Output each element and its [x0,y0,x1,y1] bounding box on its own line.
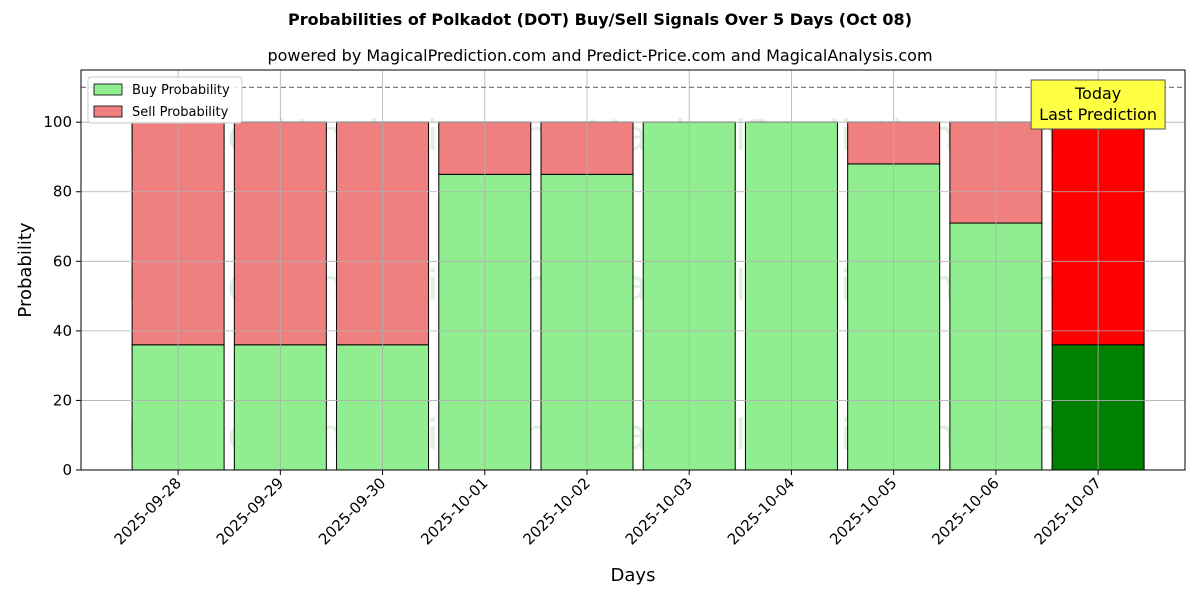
x-tick-label: 2025-10-04 [724,474,798,548]
y-tick-label: 60 [53,252,72,270]
annotation-box [1030,79,1166,130]
legend-box [87,76,243,124]
y-tick-label: 80 [53,183,72,201]
x-tick-label: 2025-10-02 [519,474,593,548]
chart-subtitle: powered by MagicalPrediction.com and Pre… [267,46,933,65]
x-tick-label: 2025-09-29 [213,474,287,548]
y-tick-label: 0 [62,461,72,479]
annotation: Today Last Prediction [1030,79,1166,130]
y-tick-label: 40 [53,322,72,340]
x-axis-label: Days [611,565,656,586]
legend-swatch [93,105,123,118]
x-tick-label: 2025-10-05 [826,474,900,548]
x-tick-label: 2025-10-06 [928,474,1002,548]
x-tick-label: 2025-10-01 [417,474,491,548]
y-tick-label: 100 [43,113,72,131]
annotation-text: Today [1074,84,1121,103]
legend-label: Buy Probability [132,83,230,98]
chart-title: Probabilities of Polkadot (DOT) Buy/Sell… [287,10,912,29]
annotation-text: Last Prediction [1039,105,1157,124]
axes-frame [80,69,1186,471]
x-tick-label: 2025-09-30 [315,474,389,548]
x-tick-label: 2025-09-28 [111,474,185,548]
legend-label: Sell Probability [132,105,229,120]
x-tick-label: 2025-10-07 [1031,474,1105,548]
x-tick-label: 2025-10-03 [622,474,696,548]
y-tick-label: 20 [53,391,72,409]
legend-swatch [93,83,123,96]
legend: Buy Probability Sell Probability [87,76,243,124]
y-axis-label: Probability [15,222,36,317]
